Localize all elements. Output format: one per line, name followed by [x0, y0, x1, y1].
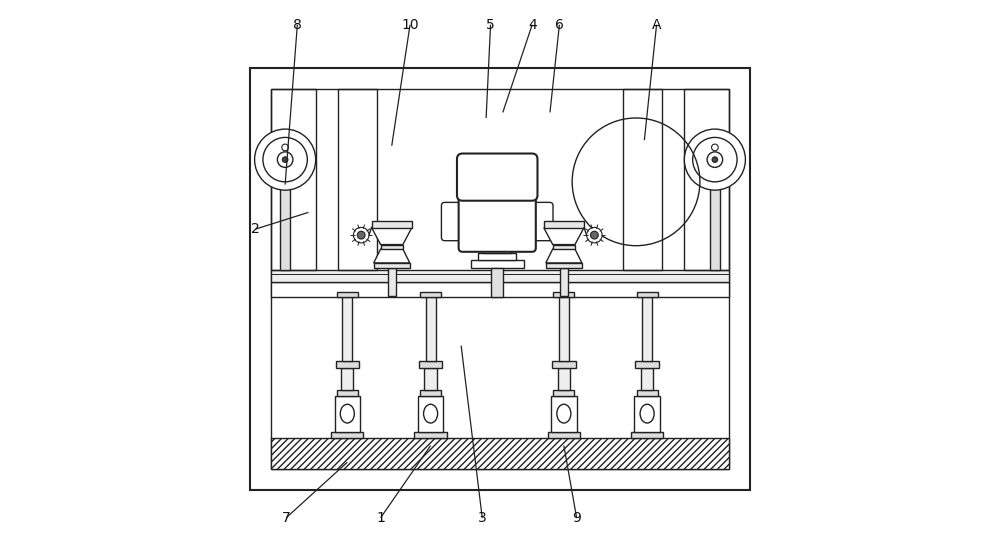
- Bar: [419, 361, 442, 368]
- Bar: [623, 89, 662, 270]
- Circle shape: [712, 144, 718, 151]
- Bar: [552, 361, 576, 368]
- Text: 6: 6: [555, 18, 564, 32]
- Text: 1: 1: [376, 511, 385, 525]
- FancyBboxPatch shape: [529, 203, 553, 240]
- Bar: [337, 390, 358, 396]
- Bar: [546, 263, 582, 268]
- Text: 8: 8: [293, 18, 302, 32]
- Bar: [337, 292, 358, 297]
- Bar: [335, 396, 360, 432]
- Bar: [280, 187, 290, 270]
- Bar: [491, 268, 503, 297]
- Circle shape: [255, 129, 316, 190]
- Text: 10: 10: [401, 18, 419, 32]
- Bar: [471, 260, 524, 268]
- Bar: [551, 396, 577, 432]
- Bar: [336, 361, 359, 368]
- Bar: [338, 89, 377, 270]
- FancyBboxPatch shape: [441, 203, 466, 240]
- Bar: [553, 244, 575, 249]
- Text: 7: 7: [282, 511, 291, 525]
- Polygon shape: [544, 228, 584, 244]
- Circle shape: [591, 231, 598, 239]
- Text: 4: 4: [528, 18, 537, 32]
- Bar: [553, 390, 574, 396]
- Bar: [637, 292, 658, 297]
- Bar: [414, 432, 447, 439]
- Bar: [342, 297, 352, 361]
- Bar: [420, 292, 441, 297]
- Circle shape: [282, 157, 288, 162]
- Bar: [641, 368, 653, 390]
- Bar: [424, 368, 437, 390]
- Bar: [560, 268, 568, 296]
- Bar: [544, 222, 584, 228]
- Bar: [271, 89, 316, 270]
- Ellipse shape: [424, 404, 438, 423]
- Circle shape: [684, 129, 745, 190]
- Bar: [634, 396, 660, 432]
- Circle shape: [282, 144, 288, 151]
- Circle shape: [587, 227, 602, 243]
- Bar: [331, 432, 363, 439]
- Ellipse shape: [557, 404, 571, 423]
- Bar: [388, 268, 396, 296]
- Circle shape: [357, 231, 365, 239]
- Bar: [341, 368, 353, 390]
- Bar: [635, 361, 659, 368]
- Polygon shape: [374, 249, 410, 263]
- Bar: [250, 68, 750, 490]
- Bar: [372, 222, 412, 228]
- Bar: [684, 89, 729, 270]
- Text: 9: 9: [572, 511, 581, 525]
- Circle shape: [707, 152, 723, 167]
- Bar: [483, 248, 511, 253]
- Text: 5: 5: [486, 18, 495, 32]
- Circle shape: [277, 152, 293, 167]
- Bar: [374, 263, 410, 268]
- Bar: [426, 297, 436, 361]
- Ellipse shape: [340, 404, 354, 423]
- Bar: [271, 439, 729, 469]
- Bar: [478, 253, 516, 260]
- Bar: [637, 390, 658, 396]
- Ellipse shape: [640, 404, 654, 423]
- Text: 3: 3: [478, 511, 487, 525]
- Circle shape: [263, 137, 307, 182]
- Bar: [558, 368, 570, 390]
- Polygon shape: [372, 228, 412, 244]
- Text: 2: 2: [251, 222, 260, 236]
- Polygon shape: [546, 249, 582, 263]
- Circle shape: [693, 137, 737, 182]
- Bar: [642, 297, 652, 361]
- Bar: [381, 244, 403, 249]
- Bar: [631, 432, 663, 439]
- Bar: [418, 396, 443, 432]
- Circle shape: [712, 157, 718, 162]
- Bar: [548, 432, 580, 439]
- FancyBboxPatch shape: [457, 153, 537, 201]
- Bar: [559, 297, 569, 361]
- Bar: [271, 89, 729, 469]
- FancyBboxPatch shape: [459, 191, 536, 252]
- Bar: [271, 282, 729, 297]
- Bar: [420, 390, 441, 396]
- Bar: [710, 187, 720, 270]
- Circle shape: [353, 227, 369, 243]
- Bar: [271, 270, 729, 282]
- Bar: [553, 292, 574, 297]
- Text: A: A: [652, 18, 661, 32]
